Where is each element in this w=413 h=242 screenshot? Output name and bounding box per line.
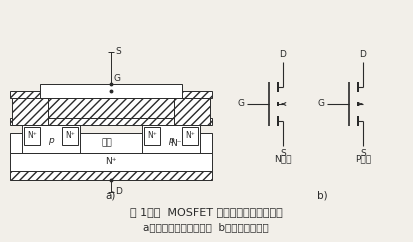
Text: D: D bbox=[360, 50, 366, 59]
Text: G: G bbox=[318, 99, 325, 108]
Text: P沟道: P沟道 bbox=[355, 154, 371, 164]
Bar bbox=[142, 125, 200, 153]
Text: p: p bbox=[48, 136, 54, 145]
Bar bbox=[182, 127, 198, 145]
Text: N沟道: N沟道 bbox=[274, 154, 292, 164]
Text: G: G bbox=[238, 99, 245, 108]
Text: S: S bbox=[115, 47, 121, 56]
Text: S: S bbox=[280, 149, 286, 158]
Bar bbox=[48, 98, 174, 118]
Text: G: G bbox=[114, 74, 121, 83]
Text: a）内部结构断面示意图  b）电气图形符号: a）内部结构断面示意图 b）电气图形符号 bbox=[143, 222, 269, 232]
Text: b): b) bbox=[317, 191, 328, 201]
Text: a): a) bbox=[106, 191, 116, 201]
Text: D: D bbox=[115, 188, 122, 197]
Text: N⁺: N⁺ bbox=[185, 131, 195, 141]
Bar bbox=[10, 133, 212, 153]
Bar bbox=[10, 91, 212, 98]
Text: N⁻: N⁻ bbox=[170, 138, 181, 148]
Bar bbox=[174, 98, 210, 125]
Text: N⁺: N⁺ bbox=[65, 131, 75, 141]
Text: S: S bbox=[360, 149, 366, 158]
Bar bbox=[12, 98, 48, 125]
Text: N⁺: N⁺ bbox=[27, 131, 37, 141]
Bar bbox=[10, 118, 212, 125]
Text: p: p bbox=[168, 136, 174, 145]
Text: N⁺: N⁺ bbox=[147, 131, 157, 141]
Bar bbox=[22, 125, 80, 153]
Bar bbox=[10, 171, 212, 180]
Text: D: D bbox=[280, 50, 287, 59]
Bar bbox=[144, 127, 160, 145]
Text: 沟道: 沟道 bbox=[102, 138, 112, 148]
Bar bbox=[62, 127, 78, 145]
Bar bbox=[40, 84, 182, 98]
Text: N⁺: N⁺ bbox=[105, 158, 117, 166]
Bar bbox=[10, 153, 212, 171]
Text: 图 1功率  MOSFET 的结构和电气图形符号: 图 1功率 MOSFET 的结构和电气图形符号 bbox=[130, 207, 282, 217]
Bar bbox=[24, 127, 40, 145]
